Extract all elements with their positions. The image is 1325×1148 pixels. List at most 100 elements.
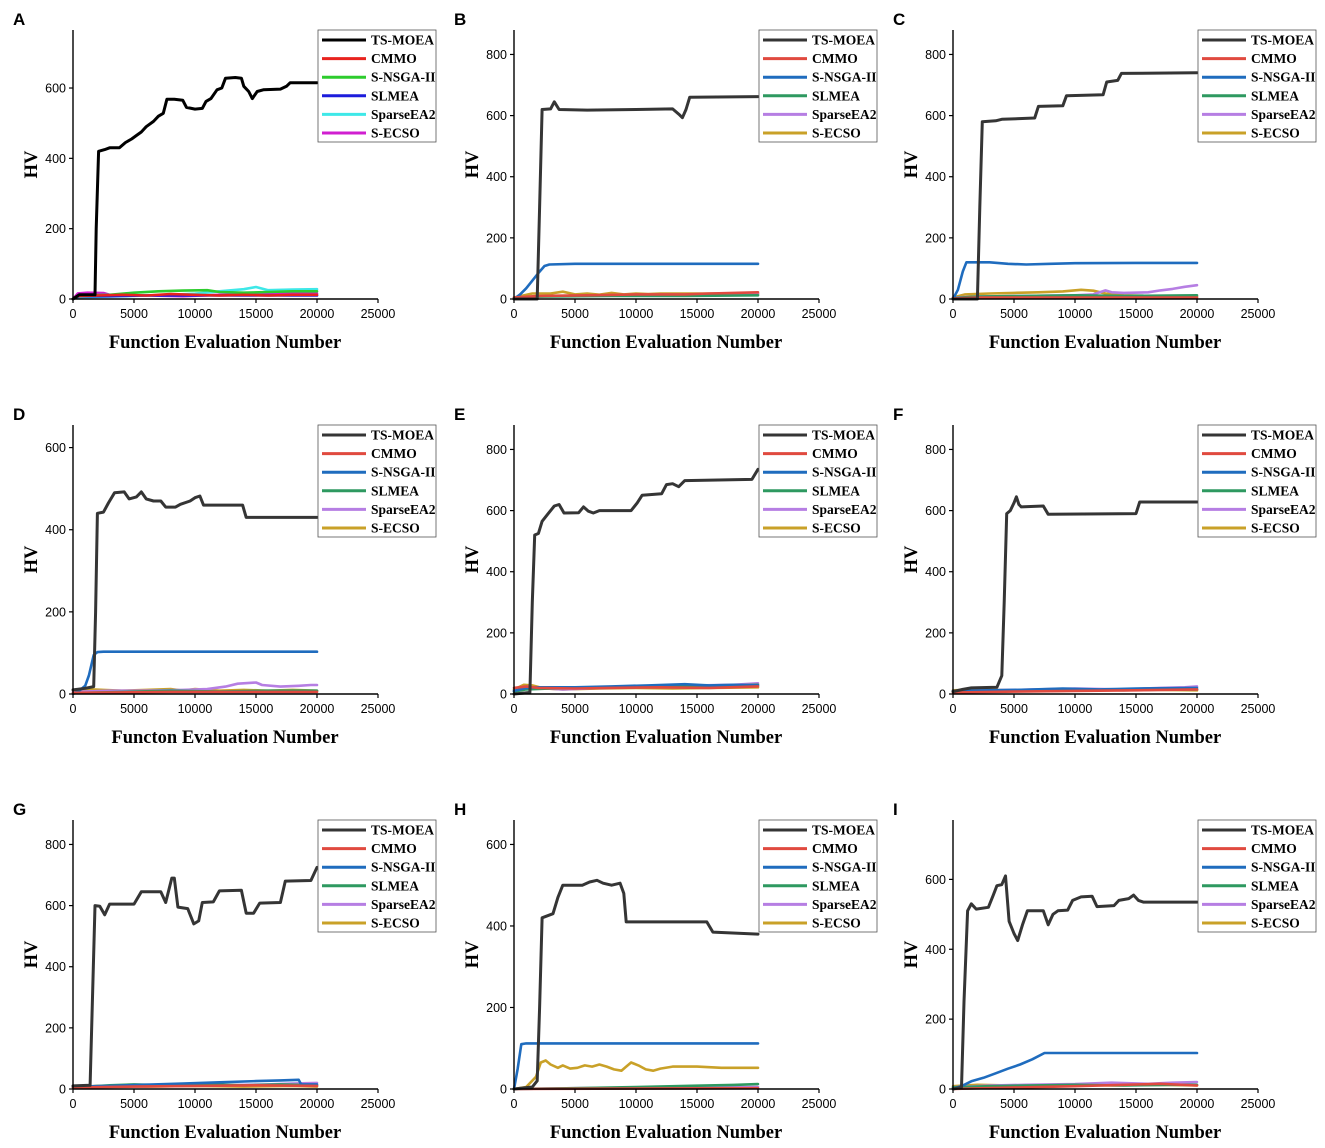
legend-box (317, 424, 437, 538)
legend-label-cmmo: CMMO (812, 51, 858, 66)
legend-label-slmea: SLMEA (1251, 88, 1299, 103)
series-line-ts-moea (71, 490, 319, 692)
legend: TS-MOEA CMMO S-NSGA-II SLMEA SparseEA2 S-ECSO (758, 424, 878, 538)
plot-area (71, 490, 319, 696)
panel-label-e: E (454, 405, 465, 424)
legend-label-s-nsga-ii: S-NSGA-II (1251, 465, 1316, 480)
legend-label-s-ecso: S-ECSO (371, 126, 420, 141)
x-tick-label: 25000 (802, 1097, 837, 1111)
legend-label-ts-moea: TS-MOEA (812, 823, 875, 838)
legend-label-cmmo: CMMO (1251, 446, 1297, 461)
legend-label-sparseea2: SparseEA2 (371, 502, 436, 517)
x-tick-label: 25000 (802, 307, 837, 321)
legend-label-slmea: SLMEA (371, 878, 419, 893)
legend-label-ts-moea: TS-MOEA (1251, 428, 1314, 443)
y-axis-title: HV (22, 150, 42, 178)
x-tick-label: 0 (950, 1097, 957, 1111)
x-tick-label: 0 (511, 307, 518, 321)
x-axis-title: Function Evaluation Number (989, 1123, 1221, 1143)
series-line-s-nsga-ii (951, 1051, 1199, 1091)
y-tick-label: 800 (45, 838, 66, 852)
x-tick-label: 25000 (802, 702, 837, 716)
y-tick-label: 0 (59, 293, 66, 307)
legend-label-cmmo: CMMO (371, 446, 417, 461)
y-tick-label: 600 (925, 504, 946, 518)
legend-box (758, 29, 878, 143)
panel-label-c: C (893, 10, 905, 29)
legend-label-s-ecso: S-ECSO (812, 916, 861, 931)
y-tick-label: 0 (939, 293, 946, 307)
series-line-cmmo (951, 296, 1199, 300)
y-tick-label: 200 (925, 1013, 946, 1027)
x-axis-title: Function Evaluation Number (109, 1123, 341, 1143)
x-tick-label: 15000 (239, 1097, 274, 1111)
x-tick-label: 10000 (619, 702, 654, 716)
y-axis-title: HV (902, 150, 922, 178)
legend-box (1197, 819, 1317, 933)
chart-panel-c: C 0 5000 10000 15000 20000 25000 0 200 400 600 800 F… (893, 10, 1317, 353)
series-line-cmmo (71, 690, 319, 695)
x-tick-label: 15000 (1119, 702, 1154, 716)
legend-label-sparseea2: SparseEA2 (1251, 897, 1316, 912)
series-line-ts-moea (71, 76, 319, 301)
x-tick-label: 10000 (178, 307, 213, 321)
chart-panel-b: B 0 5000 10000 15000 20000 25000 0 200 400 600 800 F… (454, 10, 878, 353)
x-tick-label: 10000 (178, 1097, 213, 1111)
y-tick-label: 800 (486, 443, 507, 457)
series-line-ts-moea (951, 495, 1199, 694)
legend-label-s-ecso: S-ECSO (371, 521, 420, 536)
chart-panel-h: H 0 5000 10000 15000 20000 25000 0 200 400 600 Func… (454, 800, 878, 1143)
legend: TS-MOEA CMMO S-NSGA-II SLMEA SparseEA2 S-ECSO (1197, 29, 1317, 143)
x-axis-title: Functon Evaluation Number (111, 728, 338, 748)
x-tick-label: 5000 (561, 307, 589, 321)
legend-label-cmmo: CMMO (371, 51, 417, 66)
legend-label-sparseea2: SparseEA2 (371, 107, 436, 122)
x-axis-title: Function Evaluation Number (989, 333, 1221, 353)
y-tick-label: 200 (45, 605, 66, 619)
series-line-s-nsga-ii (512, 1042, 760, 1091)
y-tick-label: 200 (486, 1001, 507, 1015)
x-tick-label: 15000 (680, 702, 715, 716)
y-tick-label: 0 (500, 293, 507, 307)
y-axis-title: HV (463, 150, 483, 178)
x-tick-label: 15000 (680, 307, 715, 321)
y-tick-label: 0 (500, 1083, 507, 1097)
y-tick-label: 600 (486, 838, 507, 852)
x-tick-label: 0 (70, 307, 77, 321)
series-line-cmmo (512, 291, 760, 299)
x-tick-label: 0 (950, 307, 957, 321)
y-tick-label: 400 (925, 170, 946, 184)
legend-label-slmea: SLMEA (371, 88, 419, 103)
y-tick-label: 400 (486, 565, 507, 579)
y-tick-label: 200 (45, 1021, 66, 1035)
x-tick-label: 20000 (741, 307, 776, 321)
y-tick-label: 600 (45, 899, 66, 913)
x-tick-label: 10000 (619, 1097, 654, 1111)
legend-label-s-nsga-ii: S-NSGA-II (371, 70, 436, 85)
x-tick-label: 5000 (120, 1097, 148, 1111)
legend-label-sparseea2: SparseEA2 (812, 897, 877, 912)
x-tick-label: 20000 (1180, 307, 1215, 321)
legend-label-s-ecso: S-ECSO (1251, 916, 1300, 931)
y-tick-label: 600 (486, 109, 507, 123)
legend-label-ts-moea: TS-MOEA (371, 33, 434, 48)
legend-label-sparseea2: SparseEA2 (812, 502, 877, 517)
legend: TS-MOEA CMMO S-NSGA-II SLMEA SparseEA2 S-ECSO (1197, 819, 1317, 933)
x-tick-label: 15000 (239, 702, 274, 716)
legend-label-sparseea2: SparseEA2 (812, 107, 877, 122)
legend-label-slmea: SLMEA (812, 878, 860, 893)
legend-label-s-nsga-ii: S-NSGA-II (812, 860, 877, 875)
legend-box (317, 819, 437, 933)
series-line-ts-moea (512, 467, 760, 696)
legend-label-s-nsga-ii: S-NSGA-II (371, 465, 436, 480)
y-tick-label: 400 (486, 170, 507, 184)
legend-label-s-nsga-ii: S-NSGA-II (812, 70, 877, 85)
legend-label-ts-moea: TS-MOEA (812, 33, 875, 48)
chart-panel-f: F 0 5000 10000 15000 20000 25000 0 200 400 600 800 F… (893, 405, 1317, 748)
legend-label-sparseea2: SparseEA2 (371, 897, 436, 912)
x-tick-label: 10000 (619, 307, 654, 321)
panel-label-a: A (13, 10, 25, 29)
y-tick-label: 600 (925, 873, 946, 887)
x-tick-label: 5000 (1000, 1097, 1028, 1111)
legend-label-slmea: SLMEA (1251, 483, 1299, 498)
